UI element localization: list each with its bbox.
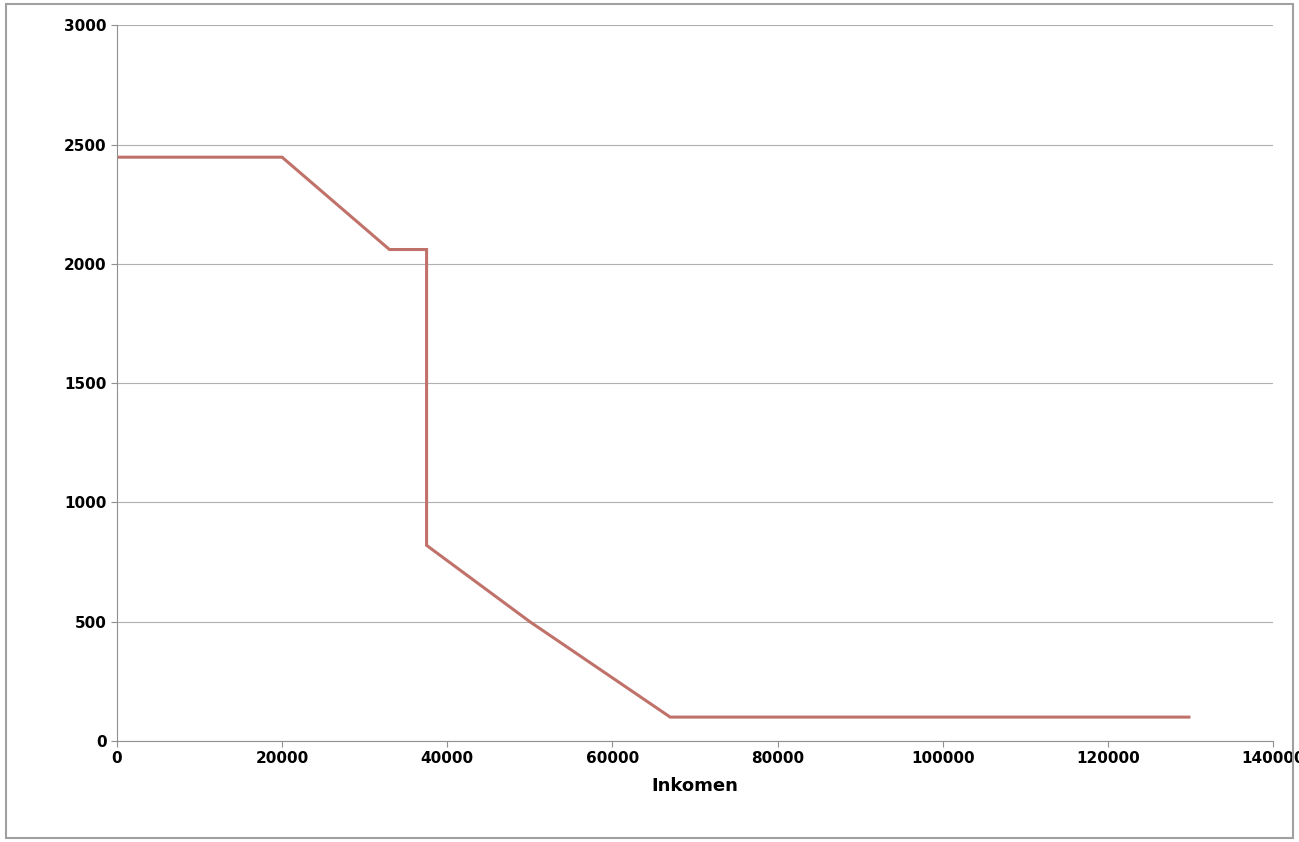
AHK65+OUK [522,616,538,626]
AHK65+OUK [382,244,397,254]
AHK65+OUK [274,152,290,163]
AHK65+OUK [109,152,125,163]
Line: AHK65+OUK: AHK65+OUK [117,157,1190,717]
AHK65+OUK [1182,712,1198,722]
AHK65+OUK [418,541,434,551]
AHK65+OUK [662,712,678,722]
X-axis label: Inkomen: Inkomen [652,777,738,796]
AHK65+OUK [418,244,434,254]
